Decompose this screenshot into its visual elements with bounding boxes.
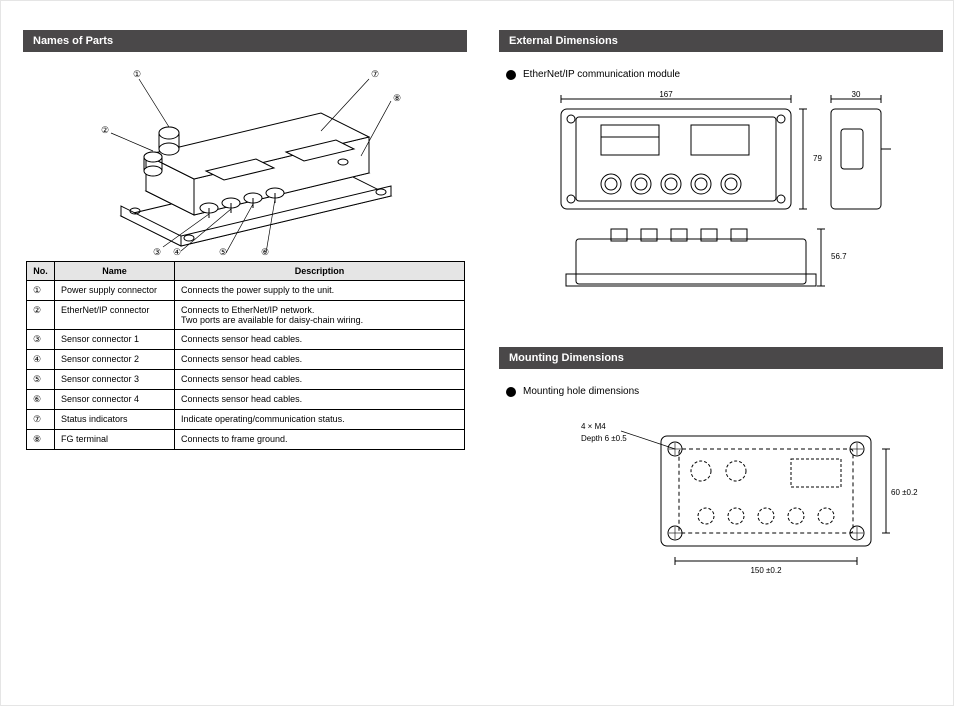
table-row: ⑦ Status indicators Indicate operating/c… [27,410,465,430]
bullet-label-bottom: Mounting hole dimensions [523,386,639,397]
bullet-label-top: EtherNet/IP communication module [523,69,680,80]
mount-dim-w: 150 ±0.2 [750,566,782,575]
mount-note-2: Depth 6 ±0.5 [581,434,627,443]
parts-table: No. Name Description ① Power supply conn… [26,261,465,450]
callout-3: ③ [153,247,161,256]
th-name: Name [55,262,175,281]
callout-4: ④ [173,247,181,256]
callout-7: ⑦ [371,69,379,79]
external-dimensions-drawing: 167 79 30 56.7 [541,89,921,299]
callout-5: ⑤ [219,247,227,256]
table-row: ⑧ FG terminal Connects to frame ground. [27,430,465,450]
device-iso-drawing: ① ② ③ ④ ⑤ ⑥ ⑦ ⑧ [91,61,411,256]
callout-2: ② [101,125,109,135]
table-row: ② EtherNet/IP connector Connects to Ethe… [27,301,465,330]
mount-note-1: 4 × M4 [581,422,606,431]
dim-side: 30 [852,90,861,99]
table-row: ⑤ Sensor connector 3 Connects sensor hea… [27,370,465,390]
mount-dim-h: 60 ±0.2 [891,488,918,497]
heading-right-top: External Dimensions [499,30,943,52]
th-no: No. [27,262,55,281]
th-desc: Description [175,262,465,281]
bullet-icon [506,387,516,397]
table-row: ④ Sensor connector 2 Connects sensor hea… [27,350,465,370]
table-row: ① Power supply connector Connects the po… [27,281,465,301]
callout-1: ① [133,69,141,79]
heading-left: Names of Parts [23,30,467,52]
dim-width: 167 [659,90,673,99]
dim-height: 79 [813,154,822,163]
mounting-dimensions-drawing: 4 × M4 Depth 6 ±0.5 150 ±0.2 60 ±0.2 [561,411,921,581]
dim-depth: 56.7 [831,252,847,261]
table-header-row: No. Name Description [27,262,465,281]
heading-right-bottom: Mounting Dimensions [499,347,943,369]
callout-6: ⑥ [261,247,269,256]
table-row: ③ Sensor connector 1 Connects sensor hea… [27,330,465,350]
page: Names of Parts External Dimensions Ether… [0,0,954,706]
bullet-icon [506,70,516,80]
table-row: ⑥ Sensor connector 4 Connects sensor hea… [27,390,465,410]
callout-8: ⑧ [393,93,401,103]
